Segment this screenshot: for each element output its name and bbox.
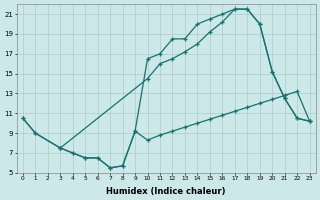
X-axis label: Humidex (Indice chaleur): Humidex (Indice chaleur) — [107, 187, 226, 196]
